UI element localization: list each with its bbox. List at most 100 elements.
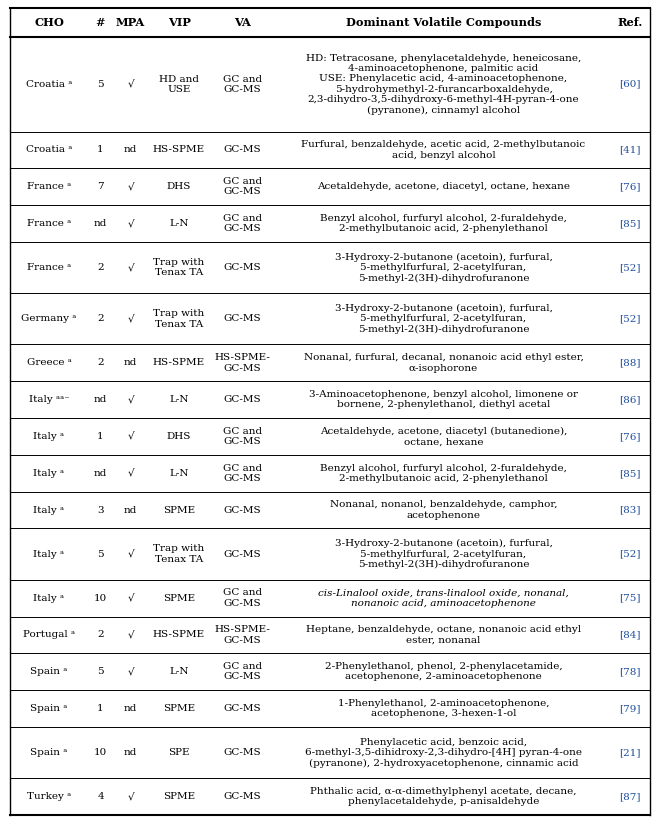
Text: HD: Tetracosane, phenylacetaldehyde, heneicosane,
4-aminoacetophenone, palmitic : HD: Tetracosane, phenylacetaldehyde, hen…	[306, 53, 581, 114]
Text: √: √	[127, 314, 134, 323]
Text: L-N: L-N	[169, 667, 189, 677]
Text: Ref.: Ref.	[617, 17, 643, 28]
Text: Italy ᵃ: Italy ᵃ	[34, 505, 65, 514]
Text: DHS: DHS	[167, 182, 191, 191]
Text: GC-MS: GC-MS	[224, 704, 261, 713]
Text: DHS: DHS	[167, 432, 191, 441]
Text: 3-Hydroxy-2-butanone (acetoin), furfural,
5-methylfurfural, 2-acetylfuran,
5-met: 3-Hydroxy-2-butanone (acetoin), furfural…	[335, 539, 552, 570]
Text: 2: 2	[97, 630, 104, 639]
Text: [85]: [85]	[619, 469, 641, 478]
Text: [75]: [75]	[619, 593, 641, 602]
Text: Phthalic acid, α-α-dimethylphenyl acetate, decane,
phenylacetaldehyde, p-anisald: Phthalic acid, α-α-dimethylphenyl acetat…	[310, 787, 577, 807]
Text: HS-SPME-
GC-MS: HS-SPME- GC-MS	[214, 353, 271, 373]
Text: Spain ᵃ: Spain ᵃ	[30, 667, 68, 677]
Text: √: √	[127, 792, 134, 801]
Text: Germany ᵃ: Germany ᵃ	[21, 314, 77, 323]
Text: nd: nd	[94, 395, 107, 404]
Text: nd: nd	[124, 704, 137, 713]
Text: [76]: [76]	[619, 432, 641, 441]
Text: [21]: [21]	[619, 748, 641, 757]
Text: [76]: [76]	[619, 182, 641, 191]
Text: Benzyl alcohol, furfuryl alcohol, 2-furaldehyde,
2-methylbutanoic acid, 2-phenyl: Benzyl alcohol, furfuryl alcohol, 2-fura…	[320, 463, 567, 483]
Text: 5: 5	[97, 667, 104, 677]
Text: √: √	[127, 395, 134, 404]
Text: MPA: MPA	[116, 17, 145, 28]
Text: France ᵃ: France ᵃ	[27, 263, 71, 272]
Text: SPME: SPME	[163, 593, 195, 602]
Text: 10: 10	[94, 748, 107, 757]
Text: France ᵃ: France ᵃ	[27, 219, 71, 228]
Text: Trap with
Tenax TA: Trap with Tenax TA	[153, 544, 205, 564]
Text: SPME: SPME	[163, 704, 195, 713]
Text: GC-MS: GC-MS	[224, 314, 261, 323]
Text: √: √	[127, 263, 134, 272]
Text: 1-Phenylethanol, 2-aminoacetophenone,
acetophenone, 3-hexen-1-ol: 1-Phenylethanol, 2-aminoacetophenone, ac…	[338, 699, 549, 718]
Text: 5: 5	[97, 80, 104, 89]
Text: Italy ᵃᵃ⁻: Italy ᵃᵃ⁻	[28, 395, 69, 404]
Text: Italy ᵃ: Italy ᵃ	[34, 432, 65, 441]
Text: [87]: [87]	[619, 792, 641, 801]
Text: √: √	[127, 219, 134, 228]
Text: Dominant Volatile Compounds: Dominant Volatile Compounds	[346, 17, 541, 28]
Text: L-N: L-N	[169, 469, 189, 478]
Text: Trap with
Tenax TA: Trap with Tenax TA	[153, 309, 205, 328]
Text: √: √	[127, 182, 134, 191]
Text: 2: 2	[97, 358, 104, 367]
Text: [78]: [78]	[619, 667, 641, 677]
Text: √: √	[127, 80, 134, 89]
Text: 4: 4	[97, 792, 104, 801]
Text: [85]: [85]	[619, 219, 641, 228]
Text: 1: 1	[97, 704, 104, 713]
Text: 2: 2	[97, 314, 104, 323]
Text: 3-Hydroxy-2-butanone (acetoin), furfural,
5-methylfurfural, 2-acetylfuran,
5-met: 3-Hydroxy-2-butanone (acetoin), furfural…	[335, 304, 552, 334]
Text: nd: nd	[124, 358, 137, 367]
Text: GC and
GC-MS: GC and GC-MS	[223, 177, 262, 197]
Text: Heptane, benzaldehyde, octane, nonanoic acid ethyl
ester, nonanal: Heptane, benzaldehyde, octane, nonanoic …	[306, 625, 581, 644]
Text: Benzyl alcohol, furfuryl alcohol, 2-furaldehyde,
2-methylbutanoic acid, 2-phenyl: Benzyl alcohol, furfuryl alcohol, 2-fura…	[320, 214, 567, 233]
Text: cis-Linalool oxide, trans-linalool oxide, nonanal,
nonanoic acid, aminoacetophen: cis-Linalool oxide, trans-linalool oxide…	[318, 588, 569, 608]
Text: 2: 2	[97, 263, 104, 272]
Text: HS-SPME: HS-SPME	[153, 630, 205, 639]
Text: √: √	[127, 432, 134, 441]
Text: SPE: SPE	[168, 748, 190, 757]
Text: GC-MS: GC-MS	[224, 263, 261, 272]
Text: France ᵃ: France ᵃ	[27, 182, 71, 191]
Text: Spain ᵃ: Spain ᵃ	[30, 704, 68, 713]
Text: SPME: SPME	[163, 505, 195, 514]
Text: √: √	[127, 593, 134, 602]
Text: GC-MS: GC-MS	[224, 505, 261, 514]
Text: √: √	[127, 550, 134, 559]
Text: [86]: [86]	[619, 395, 641, 404]
Text: HD and
USE: HD and USE	[159, 75, 199, 94]
Text: L-N: L-N	[169, 395, 189, 404]
Text: GC and
GC-MS: GC and GC-MS	[223, 427, 262, 446]
Text: GC-MS: GC-MS	[224, 748, 261, 757]
Text: HS-SPME: HS-SPME	[153, 146, 205, 155]
Text: [60]: [60]	[619, 80, 641, 89]
Text: 7: 7	[97, 182, 104, 191]
Text: Croatia ᵃ: Croatia ᵃ	[26, 146, 72, 155]
Text: [88]: [88]	[619, 358, 641, 367]
Text: nd: nd	[124, 748, 137, 757]
Text: Nonanal, nonanol, benzaldehyde, camphor,
acetophenone: Nonanal, nonanol, benzaldehyde, camphor,…	[330, 500, 557, 520]
Text: Trap with
Tenax TA: Trap with Tenax TA	[153, 258, 205, 277]
Text: 5: 5	[97, 550, 104, 559]
Text: 2-Phenylethanol, phenol, 2-phenylacetamide,
acetophenone, 2-aminoacetophenone: 2-Phenylethanol, phenol, 2-phenylacetami…	[325, 662, 562, 681]
Text: [52]: [52]	[619, 550, 641, 559]
Text: L-N: L-N	[169, 219, 189, 228]
Text: Greece ᵃ: Greece ᵃ	[26, 358, 71, 367]
Text: nd: nd	[94, 219, 107, 228]
Text: Acetaldehyde, acetone, diacetyl, octane, hexane: Acetaldehyde, acetone, diacetyl, octane,…	[317, 182, 570, 191]
Text: Spain ᵃ: Spain ᵃ	[30, 748, 68, 757]
Text: Phenylacetic acid, benzoic acid,
6-methyl-3,5-dihidroxy-2,3-dihydro-[4H] pyran-4: Phenylacetic acid, benzoic acid, 6-methy…	[305, 737, 582, 768]
Text: GC and
GC-MS: GC and GC-MS	[223, 662, 262, 681]
Text: GC-MS: GC-MS	[224, 550, 261, 559]
Text: 3-Aminoacetophenone, benzyl alcohol, limonene or
bornene, 2-phenylethanol, dieth: 3-Aminoacetophenone, benzyl alcohol, lim…	[309, 390, 578, 409]
Text: [84]: [84]	[619, 630, 641, 639]
Text: Italy ᵃ: Italy ᵃ	[34, 550, 65, 559]
Text: GC and
GC-MS: GC and GC-MS	[223, 214, 262, 233]
Text: 1: 1	[97, 146, 104, 155]
Text: 10: 10	[94, 593, 107, 602]
Text: VA: VA	[234, 17, 251, 28]
Text: [52]: [52]	[619, 314, 641, 323]
